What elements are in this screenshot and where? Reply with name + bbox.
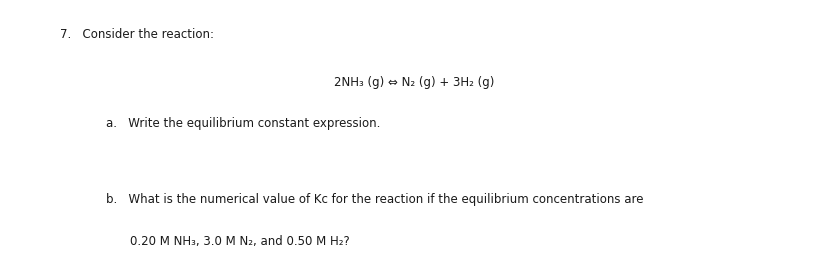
Text: 0.20 M NH₃, 3.0 M N₂, and 0.50 M H₂?: 0.20 M NH₃, 3.0 M N₂, and 0.50 M H₂? bbox=[130, 235, 349, 248]
Text: 7.   Consider the reaction:: 7. Consider the reaction: bbox=[60, 28, 213, 41]
Text: b.   What is the numerical value of Kc for the reaction if the equilibrium conce: b. What is the numerical value of Kc for… bbox=[106, 193, 643, 206]
Text: a.   Write the equilibrium constant expression.: a. Write the equilibrium constant expres… bbox=[106, 117, 380, 130]
Text: 2NH₃ (g) ⇔ N₂ (g) + 3H₂ (g): 2NH₃ (g) ⇔ N₂ (g) + 3H₂ (g) bbox=[333, 76, 494, 89]
